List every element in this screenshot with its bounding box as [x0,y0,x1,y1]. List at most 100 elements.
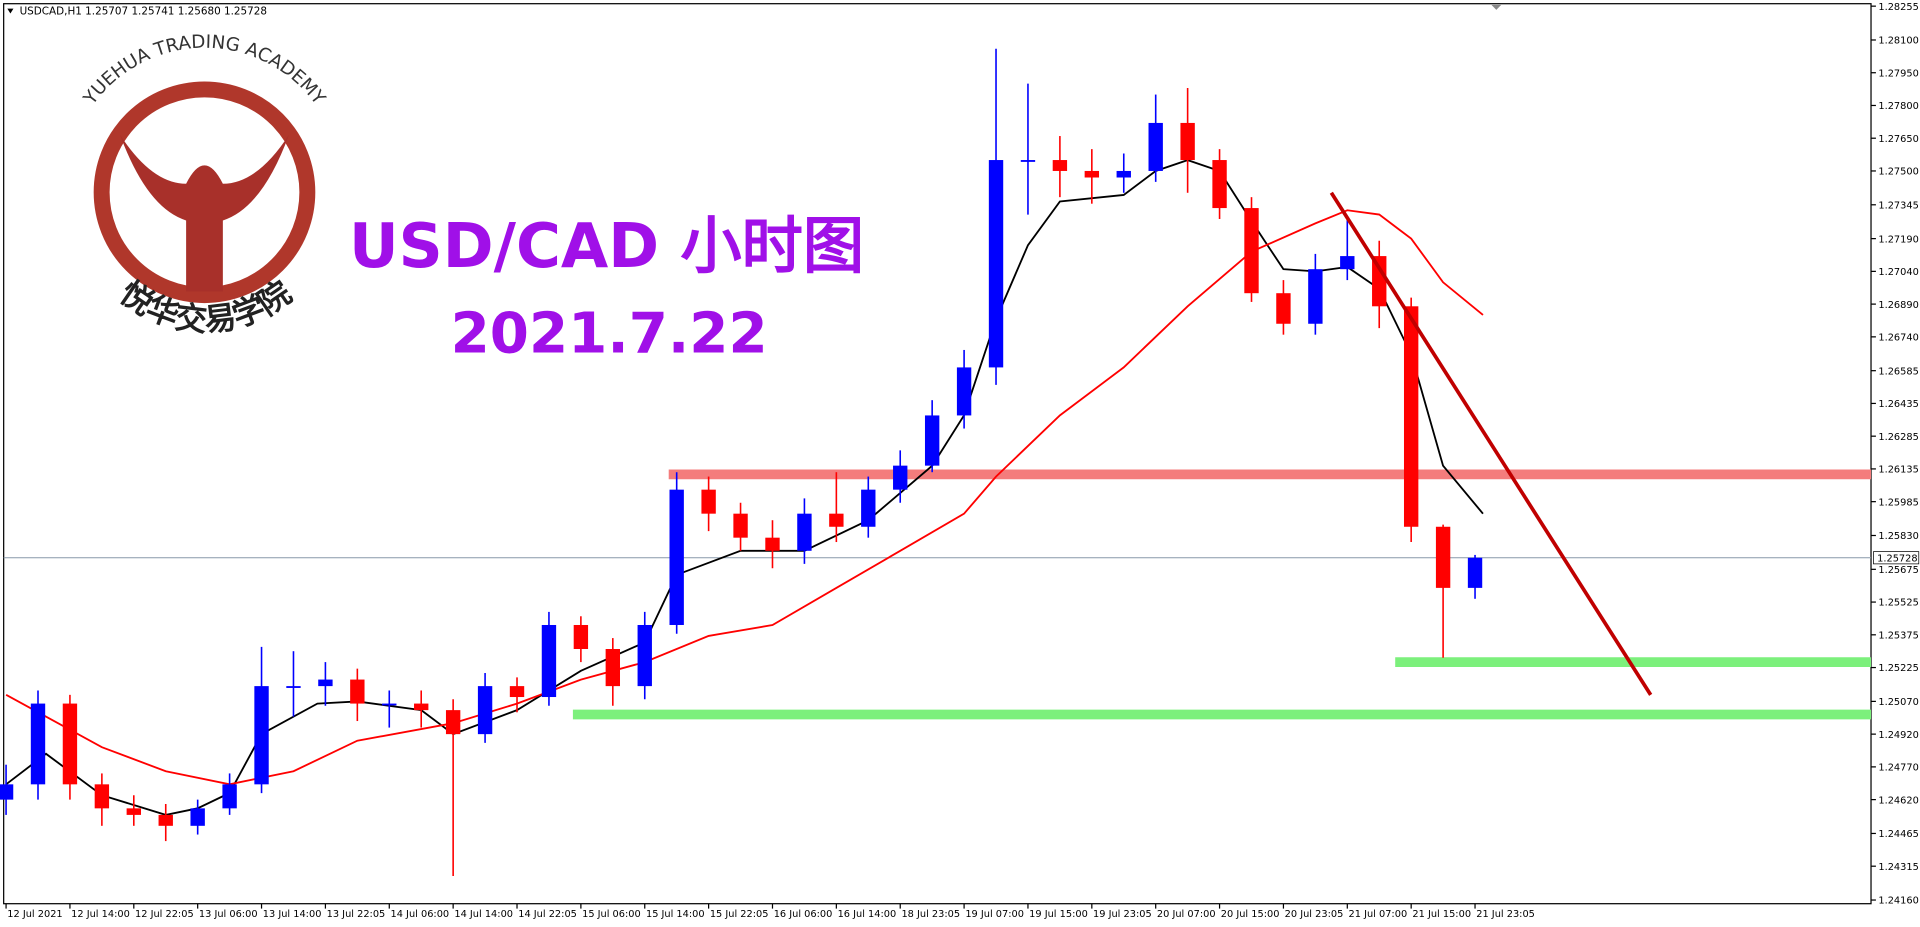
candle-body [924,415,940,466]
x-tick-label: 16 Jul 06:00 [774,909,833,920]
candle-body [893,465,908,490]
trendline [1329,191,1653,696]
x-tick-label: 12 Jul 14:00 [71,909,130,920]
y-tick-label: 1.28100 [1878,36,1918,47]
candle-body [62,703,78,785]
y-tick-label: 1.27345 [1878,200,1918,211]
x-tick-label: 20 Jul 23:05 [1285,909,1344,920]
x-tick-label: 12 Jul 2021 [7,909,62,920]
y-tick-label: 1.27800 [1878,101,1918,112]
candle-body [988,160,1004,368]
x-tick-label: 14 Jul 06:00 [391,909,450,920]
x-tick-label: 15 Jul 06:00 [582,909,641,920]
last-price-label: 1.25728 [1877,553,1917,564]
menu-arrow [7,8,14,14]
candle-body [1148,122,1163,171]
candle-body [1052,160,1068,171]
candle-body [190,808,205,826]
candle-body [1467,557,1483,588]
candle-body [701,489,716,514]
x-tick-label: 21 Jul 15:00 [1412,909,1471,920]
y-tick-label: 1.27500 [1878,167,1918,178]
x-tick-label: 19 Jul 15:00 [1029,909,1088,920]
x-tick-label: 14 Jul 14:00 [454,909,513,920]
y-tick-label: 1.27950 [1878,68,1918,79]
candle-body [1180,122,1195,161]
y-tick-label: 1.26285 [1878,432,1918,443]
candle-body [605,649,621,687]
y-tick-label: 1.27650 [1878,134,1918,145]
x-tick-label: 13 Jul 22:05 [327,909,386,920]
scroll-marker [1491,4,1502,10]
candle-body [797,513,812,551]
candle-body [1372,256,1387,307]
candle-body [1244,208,1259,294]
y-tick-label: 1.24920 [1878,730,1918,741]
candle-body [573,624,589,650]
candle-body [765,537,780,551]
y-tick-label: 1.24770 [1878,763,1918,774]
candle-body [1308,269,1323,324]
candle-body [350,679,365,704]
candle-body [1212,160,1227,209]
candle-body [414,703,429,711]
candle-body [669,489,684,625]
y-tick-label: 1.27040 [1878,267,1918,278]
y-tick-label: 1.25675 [1878,565,1918,576]
x-tick-label: 13 Jul 14:00 [263,909,322,920]
x-tick-label: 14 Jul 22:05 [518,909,577,920]
y-tick-label: 1.25525 [1878,598,1918,609]
candle-body [1435,526,1451,588]
logo-emblem [120,134,289,292]
candle-body [318,679,333,687]
y-tick-label: 1.24160 [1878,896,1918,907]
candle-body [1116,170,1131,178]
candle-body [126,808,141,815]
candle-body [829,513,844,527]
y-tick-label: 1.25375 [1878,630,1918,641]
y-tick-label: 1.27190 [1878,234,1918,245]
y-tick-label: 1.25070 [1878,697,1918,708]
x-tick-label: 13 Jul 06:00 [199,909,258,920]
x-tick-label: 21 Jul 23:05 [1476,909,1535,920]
y-tick-label: 1.26890 [1878,300,1918,311]
candle-body [956,367,972,416]
y-tick-label: 1.26435 [1878,399,1918,410]
x-tick-label: 15 Jul 14:00 [646,909,705,920]
candle-body [637,624,652,687]
chart-header: USDCAD,H1 1.25707 1.25741 1.25680 1.2572… [20,6,267,18]
candle-body [222,784,237,809]
candle-body [541,624,557,698]
x-tick-label: 12 Jul 22:05 [135,909,194,920]
x-tick-label: 19 Jul 07:00 [965,909,1024,920]
candle-body [1276,293,1291,324]
x-tick-label: 21 Jul 07:00 [1349,909,1408,920]
y-tick-label: 1.24465 [1878,829,1918,840]
x-tick-label: 16 Jul 14:00 [838,909,897,920]
candle-body [509,686,525,698]
candle-body [477,686,493,735]
y-tick-label: 1.26585 [1878,366,1918,377]
candle-body [30,703,46,785]
candle-body [861,489,876,527]
x-tick-label: 20 Jul 15:00 [1221,909,1280,920]
y-tick-label: 1.26740 [1878,333,1918,344]
x-tick-label: 15 Jul 22:05 [710,909,769,920]
candle-body [445,710,461,735]
y-tick-label: 1.25985 [1878,497,1918,508]
candle-body [1340,256,1355,270]
candle-body [94,784,110,809]
y-tick-label: 1.26135 [1878,465,1918,476]
candle-body [1403,306,1419,527]
candle-body [0,784,14,800]
candle-body [382,703,397,706]
x-tick-label: 20 Jul 07:00 [1157,909,1216,920]
candle-body [733,513,748,538]
chart-subtitle: 2021.7.22 [451,302,768,367]
y-tick-label: 1.24620 [1878,795,1918,806]
candle-body [158,814,173,826]
candle-body [1020,160,1036,162]
last-price-box [1873,551,1920,565]
